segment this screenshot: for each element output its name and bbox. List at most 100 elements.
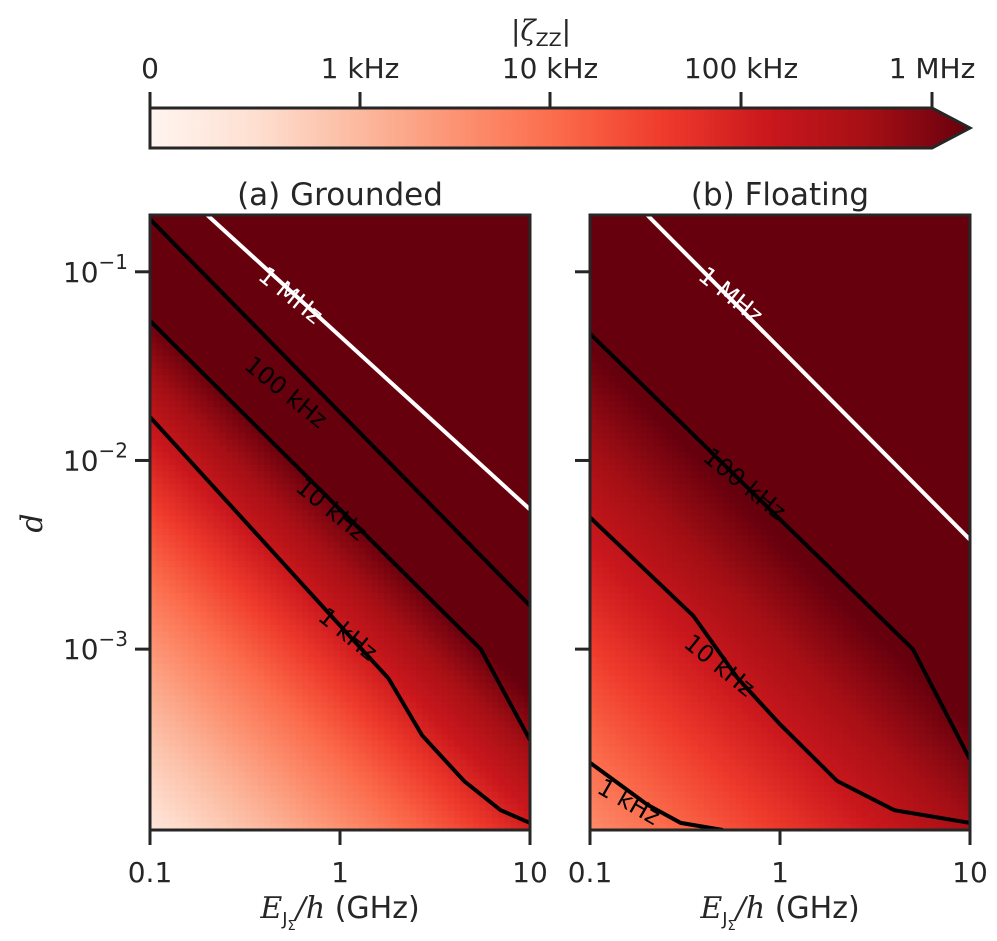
heatmap-cell xyxy=(251,791,259,799)
heatmap-cell xyxy=(441,817,449,825)
heatmap-cell xyxy=(428,785,436,793)
heatmap-cell xyxy=(156,394,164,402)
heatmap-cell xyxy=(321,535,328,543)
heatmap-cell xyxy=(447,458,455,466)
heatmap-cell xyxy=(435,682,442,690)
heatmap-cell xyxy=(359,285,366,293)
heatmap-cell xyxy=(162,484,170,492)
heatmap-cell xyxy=(397,753,404,761)
heatmap-cell xyxy=(257,240,265,248)
heatmap-cell xyxy=(289,445,297,453)
heatmap-cell xyxy=(397,407,404,415)
heatmap-cell xyxy=(283,516,290,524)
heatmap-cell xyxy=(213,522,221,530)
heatmap-cell xyxy=(219,349,227,357)
heatmap-cell xyxy=(232,343,240,351)
heatmap-cell xyxy=(232,823,240,830)
heatmap-cell xyxy=(397,362,404,370)
heatmap-cell xyxy=(200,336,208,344)
heatmap-cell xyxy=(302,753,309,761)
heatmap-cell xyxy=(169,631,176,639)
heatmap-cell xyxy=(169,592,176,600)
heatmap-cell xyxy=(365,400,373,408)
heatmap-cell xyxy=(371,554,379,562)
heatmap-cell xyxy=(162,375,170,383)
heatmap-cell xyxy=(257,445,265,453)
heatmap-cell xyxy=(340,298,347,306)
heatmap-cell xyxy=(365,657,373,665)
heatmap-cell xyxy=(359,279,366,287)
heatmap-cell xyxy=(257,227,265,235)
heatmap-cell xyxy=(156,279,164,287)
heatmap-cell xyxy=(365,714,373,722)
heatmap-cell xyxy=(245,471,252,479)
heatmap-cell xyxy=(181,528,189,536)
heatmap-cell xyxy=(365,823,373,830)
heatmap-cell xyxy=(460,791,468,799)
heatmap-cell xyxy=(466,759,474,767)
heatmap-cell xyxy=(447,580,455,588)
heatmap-cell xyxy=(188,599,195,607)
heatmap-cell xyxy=(365,375,373,383)
heatmap-cell xyxy=(447,503,455,511)
heatmap-cell xyxy=(251,259,259,267)
heatmap-cell xyxy=(226,804,233,812)
heatmap-cell xyxy=(447,445,455,453)
heatmap-cell xyxy=(352,605,360,613)
heatmap-cell xyxy=(289,554,297,562)
heatmap-cell xyxy=(422,586,430,594)
heatmap-cell xyxy=(473,586,480,594)
heatmap-cell xyxy=(257,234,265,242)
heatmap-cell xyxy=(302,285,309,293)
heatmap-cell xyxy=(232,753,240,761)
heatmap-cell xyxy=(428,772,436,780)
heatmap-cell xyxy=(264,215,271,223)
heatmap-cell xyxy=(403,432,411,440)
heatmap-cell xyxy=(219,657,227,665)
heatmap-cell xyxy=(397,740,404,748)
heatmap-cell xyxy=(232,432,240,440)
heatmap-cell xyxy=(365,362,373,370)
heatmap-cell xyxy=(207,330,214,338)
heatmap-cell xyxy=(403,797,411,805)
heatmap-cell xyxy=(257,599,265,607)
heatmap-cell xyxy=(156,215,164,223)
heatmap-cell xyxy=(365,516,373,524)
heatmap-cell xyxy=(150,458,157,466)
heatmap-cell xyxy=(181,599,189,607)
heatmap-cell xyxy=(162,625,170,633)
heatmap-cell xyxy=(226,259,233,267)
heatmap-cell xyxy=(238,618,246,626)
heatmap-cell xyxy=(447,797,455,805)
heatmap-cell xyxy=(428,586,436,594)
heatmap-cell xyxy=(276,612,284,620)
heatmap-cell xyxy=(321,599,328,607)
heatmap-cell xyxy=(156,701,164,709)
heatmap-cell xyxy=(175,452,183,460)
heatmap-cell xyxy=(359,394,366,402)
heatmap-cell xyxy=(435,708,442,716)
heatmap-cell xyxy=(181,541,189,549)
heatmap-cell xyxy=(359,631,366,639)
heatmap-cell xyxy=(333,368,341,376)
heatmap-cell xyxy=(226,560,233,568)
heatmap-cell xyxy=(169,682,176,690)
heatmap-cell xyxy=(384,791,392,799)
heatmap-cell xyxy=(397,708,404,716)
heatmap-cell xyxy=(416,541,423,549)
heatmap-cell xyxy=(257,432,265,440)
heatmap-cell xyxy=(466,733,474,741)
heatmap-cell xyxy=(194,381,202,389)
heatmap-cell xyxy=(435,810,442,818)
heatmap-cell xyxy=(270,317,278,325)
heatmap-cell xyxy=(175,516,183,524)
heatmap-cell xyxy=(447,753,455,761)
heatmap-cell xyxy=(295,516,303,524)
heatmap-cell xyxy=(473,560,480,568)
heatmap-cell xyxy=(359,605,366,613)
heatmap-cell xyxy=(226,413,233,421)
heatmap-cell xyxy=(156,727,164,735)
heatmap-cell xyxy=(397,355,404,363)
heatmap-cell xyxy=(346,355,354,363)
heatmap-cell xyxy=(162,496,170,504)
